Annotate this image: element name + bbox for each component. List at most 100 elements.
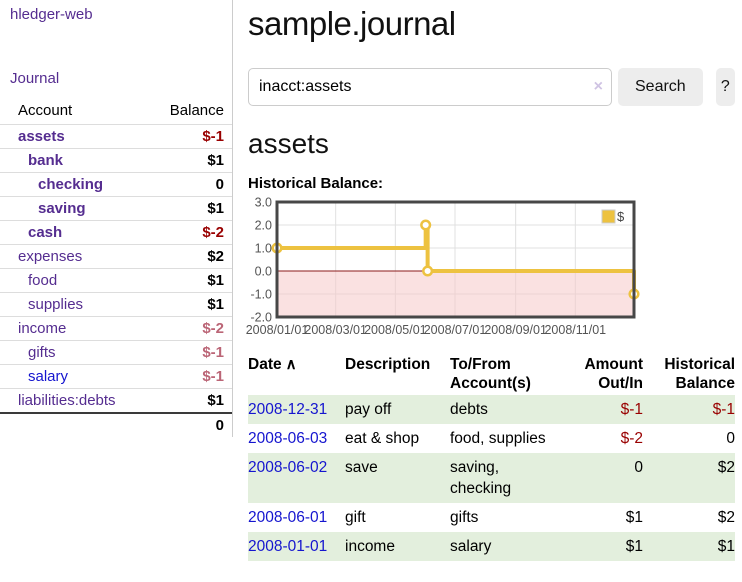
transaction-amount: $-2 — [620, 430, 643, 447]
account-balance: $-1 — [150, 340, 232, 365]
sidebar-account-link[interactable]: gifts — [28, 344, 56, 361]
clear-search-icon[interactable]: × — [593, 78, 603, 95]
transaction-accounts: saving, checking — [450, 459, 512, 497]
transaction-description: eat & shop — [345, 430, 420, 447]
sidebar-account-link[interactable]: income — [18, 320, 67, 337]
svg-text:$: $ — [617, 209, 625, 224]
svg-text:2008/11/01: 2008/11/01 — [544, 323, 606, 337]
svg-text:-2.0: -2.0 — [250, 311, 272, 325]
svg-text:2008/05/01: 2008/05/01 — [364, 323, 427, 337]
account-page-title: assets — [248, 128, 329, 159]
account-balance: $1 — [150, 268, 232, 293]
svg-text:1.0: 1.0 — [255, 242, 272, 256]
account-row: saving $1 — [0, 196, 232, 221]
account-row: supplies $1 — [0, 292, 232, 317]
search-input[interactable] — [248, 68, 612, 106]
account-balance: $-2 — [150, 220, 232, 245]
transaction-date-link[interactable]: 2008-06-03 — [248, 430, 328, 447]
sidebar-account-link[interactable]: food — [28, 272, 58, 289]
transaction-row: 2008-12-31 pay off debts $-1 $-1 — [248, 395, 735, 424]
transaction-balance: $1 — [717, 538, 735, 555]
date-column-header[interactable]: Date ∧ — [248, 356, 297, 373]
search-box: × — [248, 68, 612, 106]
account-row: salary $-1 — [0, 364, 232, 389]
transaction-description: income — [345, 538, 395, 555]
svg-text:-1.0: -1.0 — [250, 288, 272, 302]
transaction-accounts: salary — [450, 538, 492, 555]
sidebar-account-link[interactable]: liabilities:debts — [18, 392, 116, 409]
transaction-amount: $1 — [625, 509, 643, 526]
transaction-row: 2008-06-02 save saving, checking 0 $2 — [248, 453, 735, 503]
main-content: sample.journal × Search ? assets Histori… — [246, 0, 735, 561]
sidebar-account-link[interactable]: supplies — [28, 296, 84, 313]
transaction-date-link[interactable]: 2008-01-01 — [248, 538, 328, 555]
svg-text:2.0: 2.0 — [255, 219, 272, 233]
help-button[interactable]: ? — [715, 68, 735, 106]
transaction-date-link[interactable]: 2008-12-31 — [248, 401, 328, 418]
search-button[interactable]: Search — [618, 68, 703, 106]
transaction-description: gift — [345, 509, 366, 526]
account-balance: 0 — [150, 172, 232, 197]
svg-text:2008/01/01: 2008/01/01 — [246, 323, 309, 337]
transaction-date-link[interactable]: 2008-06-01 — [248, 509, 328, 526]
transaction-balance: $-1 — [712, 401, 735, 418]
account-row: expenses $2 — [0, 244, 232, 269]
sort-ascending-icon: ∧ — [285, 356, 297, 373]
transaction-amount: $-1 — [620, 401, 643, 418]
account-row: food $1 — [0, 268, 232, 293]
transaction-description: save — [345, 459, 378, 476]
register-table: Date ∧ Description To/From Account(s) Amo… — [248, 353, 735, 561]
accounts-column-header: To/From Account(s) — [450, 356, 531, 392]
sidebar-account-link[interactable]: cash — [28, 224, 63, 241]
description-column-header: Description — [345, 356, 431, 373]
transaction-row: 2008-06-01 gift gifts $1 $2 — [248, 503, 735, 532]
account-row: cash $-2 — [0, 220, 232, 245]
chart-section-label: Historical Balance: — [248, 175, 384, 192]
register-body: 2008-12-31 pay off debts $-1 $-1 2008-06-03 ea… — [248, 395, 735, 561]
register-header-row: Date ∧ Description To/From Account(s) Amo… — [248, 353, 735, 395]
account-balance: $2 — [150, 244, 232, 269]
historical-balance-chart: $3.0 2.0 1.0 0.0 -1.0 -2.02008/01/012008/03/0… — [246, 196, 640, 337]
app-title-link[interactable]: hledger-web — [10, 6, 93, 23]
svg-text:2008/03/01: 2008/03/01 — [304, 323, 367, 337]
balance-column-header-main: Historical Balance — [664, 356, 735, 392]
account-column-header: Account — [18, 102, 73, 119]
sidebar-account-link[interactable]: assets — [18, 128, 65, 145]
sidebar-account-link[interactable]: saving — [38, 200, 86, 217]
transaction-balance: 0 — [726, 430, 735, 447]
amount-column-header: Amount Out/In — [584, 356, 643, 392]
transaction-balance: $2 — [717, 459, 735, 476]
sidebar-total-row: 0 — [0, 412, 232, 437]
sidebar: hledger-web Journal Account Balance asse… — [0, 0, 233, 437]
account-row: checking 0 — [0, 172, 232, 197]
account-balance: $-1 — [150, 364, 232, 389]
page-title: sample.journal — [248, 5, 456, 42]
sidebar-accounts-header-row: Account Balance — [0, 98, 232, 125]
sidebar-account-link[interactable]: bank — [28, 152, 64, 169]
sidebar-account-link[interactable]: expenses — [18, 248, 83, 265]
account-balance: $1 — [150, 196, 232, 221]
sidebar-accounts-table: Account Balance assets $-1 bank $1 checking 0… — [0, 98, 232, 437]
search-form: × Search ? — [248, 68, 735, 106]
account-row: income $-2 — [0, 316, 232, 341]
account-balance: $1 — [150, 148, 232, 173]
transaction-row: 2008-01-01 income salary $1 $1 — [248, 532, 735, 561]
transaction-accounts: gifts — [450, 509, 479, 526]
journal-link[interactable]: Journal — [10, 70, 60, 87]
account-balance: $-2 — [150, 316, 232, 341]
sidebar-account-link[interactable]: checking — [38, 176, 104, 193]
account-balance: $1 — [150, 388, 232, 413]
transaction-amount: $1 — [625, 538, 643, 555]
transaction-balance: $2 — [717, 509, 735, 526]
account-balance: $1 — [150, 292, 232, 317]
svg-text:3.0: 3.0 — [255, 196, 272, 210]
transaction-accounts: debts — [450, 401, 488, 418]
sidebar-account-link[interactable]: salary — [28, 368, 69, 385]
svg-text:2008/09/01: 2008/09/01 — [484, 323, 547, 337]
account-row: liabilities:debts $1 — [0, 388, 232, 413]
balance-column-header: Balance — [169, 102, 224, 119]
transaction-amount: 0 — [634, 459, 643, 476]
sidebar-accounts-body: assets $-1 bank $1 checking 0 saving $1 cash $-2 e… — [0, 124, 232, 437]
transaction-date-link[interactable]: 2008-06-02 — [248, 459, 328, 476]
svg-text:0.0: 0.0 — [255, 265, 272, 279]
